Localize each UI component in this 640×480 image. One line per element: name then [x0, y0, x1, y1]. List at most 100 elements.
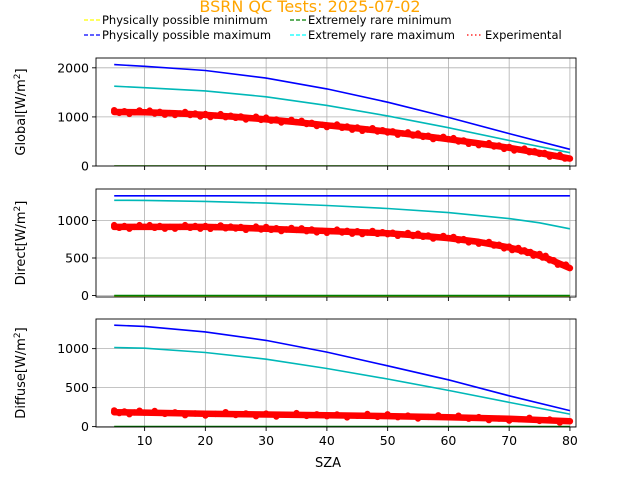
experimental-point [430, 135, 437, 143]
experimental-point [116, 224, 123, 231]
experimental-point [323, 123, 331, 131]
experimental-point [419, 233, 427, 240]
experimental-point [222, 225, 229, 232]
experimental-point [288, 224, 295, 232]
panel-diffuse-y-axis-label: Diffuse[W/m2] [13, 327, 29, 418]
legend-label-extremely-rare-minimum: Extremely rare minimum [308, 13, 452, 27]
experimental-point [136, 407, 143, 414]
experimental-point [146, 107, 153, 114]
experimental-point [455, 138, 462, 145]
experimental-point [333, 226, 341, 233]
experimental-point [359, 230, 366, 238]
experimental-point [556, 151, 563, 159]
experimental-point [181, 221, 189, 229]
experimental-point [425, 132, 432, 139]
experimental-point [187, 224, 194, 231]
experimental-point [561, 155, 569, 162]
experimental-point [328, 122, 336, 129]
experimental-point [313, 229, 320, 236]
experimental-point [268, 226, 275, 233]
experimental-point [536, 150, 543, 158]
panel-diffuse-frame [95, 318, 577, 428]
chart-title: BSRN QC Tests: 2025-07-02 [199, 0, 420, 16]
chart-panels: 010002000Global[W/m2]05001000Direct[W/m2… [13, 57, 578, 448]
experimental-point [521, 145, 528, 152]
experimental-point [338, 124, 346, 131]
experimental-point [131, 109, 138, 116]
experimental-point [506, 143, 513, 151]
experimental-point [465, 140, 472, 147]
experimental-point [303, 228, 310, 235]
experimental-point [542, 252, 549, 259]
experimental-point [364, 410, 371, 418]
experimental-point [217, 110, 224, 118]
experimental-point [141, 223, 148, 231]
experimental-point [308, 226, 315, 233]
panel-direct-y-ticks: 0 500 1000 [57, 213, 96, 303]
panel-global-series [110, 63, 574, 166]
experimental-point [262, 223, 270, 231]
panel-global-y-axis-label: Global[W/m2] [13, 68, 29, 155]
experimental-point [151, 224, 158, 231]
experimental-point [298, 117, 305, 125]
experimental-point [202, 222, 209, 230]
experimental-point [161, 225, 169, 232]
legend-label-physically-possible-maximum: Physically possible maximum [102, 28, 271, 42]
experimental-point [227, 112, 234, 119]
experimental-point [126, 411, 133, 418]
experimental-point [379, 229, 386, 236]
experimental-point [252, 223, 260, 230]
experimental-point [333, 121, 341, 128]
experimental-point [354, 228, 361, 235]
experimental-point [121, 108, 128, 115]
experimental-point [116, 109, 123, 117]
experimental-point [171, 409, 179, 416]
experimental-point [323, 413, 331, 420]
panel-diffuse-y-ticks: 0 500 1000 [57, 341, 96, 434]
experimental-point [425, 413, 432, 421]
experimental-point [506, 417, 513, 424]
experimental-point [399, 231, 406, 238]
experimental-point [293, 226, 300, 234]
experimental-point [409, 232, 417, 240]
experimental-point [121, 408, 128, 415]
panel-global-series-extremely-rare-maximum [114, 85, 571, 154]
experimental-point [470, 238, 477, 245]
experimental-point [460, 137, 467, 144]
experimental-point [349, 230, 356, 237]
experimental-point [394, 414, 401, 421]
experimental-point [328, 228, 336, 235]
experimental-point [308, 119, 315, 127]
experimental-point [430, 235, 437, 242]
experimental-point [500, 245, 508, 252]
y-tick-label: 500 [65, 380, 89, 395]
experimental-point [288, 116, 295, 124]
experimental-point [364, 229, 371, 236]
experimental-point [384, 231, 391, 238]
y-tick-label: 0 [81, 419, 89, 434]
experimental-point [526, 149, 533, 156]
experimental-point [262, 410, 270, 417]
experimental-point [212, 410, 219, 418]
panel-diffuse-series [110, 324, 574, 427]
experimental-point [237, 113, 244, 120]
experimental-point [460, 235, 467, 243]
experimental-point [546, 416, 553, 423]
experimental-point [333, 411, 341, 418]
y-tick-label: 1000 [57, 341, 89, 356]
experimental-point [111, 407, 118, 414]
experimental-point [141, 409, 148, 416]
experimental-point [546, 153, 553, 160]
panel-diffuse-x-ticks: 10 20 30 40 50 60 70 80 [137, 427, 578, 448]
panel-direct-frame [95, 188, 577, 298]
experimental-point [384, 129, 391, 136]
experimental-point [227, 223, 234, 230]
experimental-point [303, 120, 310, 128]
experimental-point [151, 110, 158, 117]
experimental-point [283, 118, 290, 125]
experimental-point [313, 411, 320, 418]
experimental-point [136, 107, 143, 114]
panel-diffuse: 10 20 30 40 50 60 70 80 0 500 1000 Diffuse[W/m2] [13, 318, 578, 448]
experimental-point [252, 113, 260, 120]
